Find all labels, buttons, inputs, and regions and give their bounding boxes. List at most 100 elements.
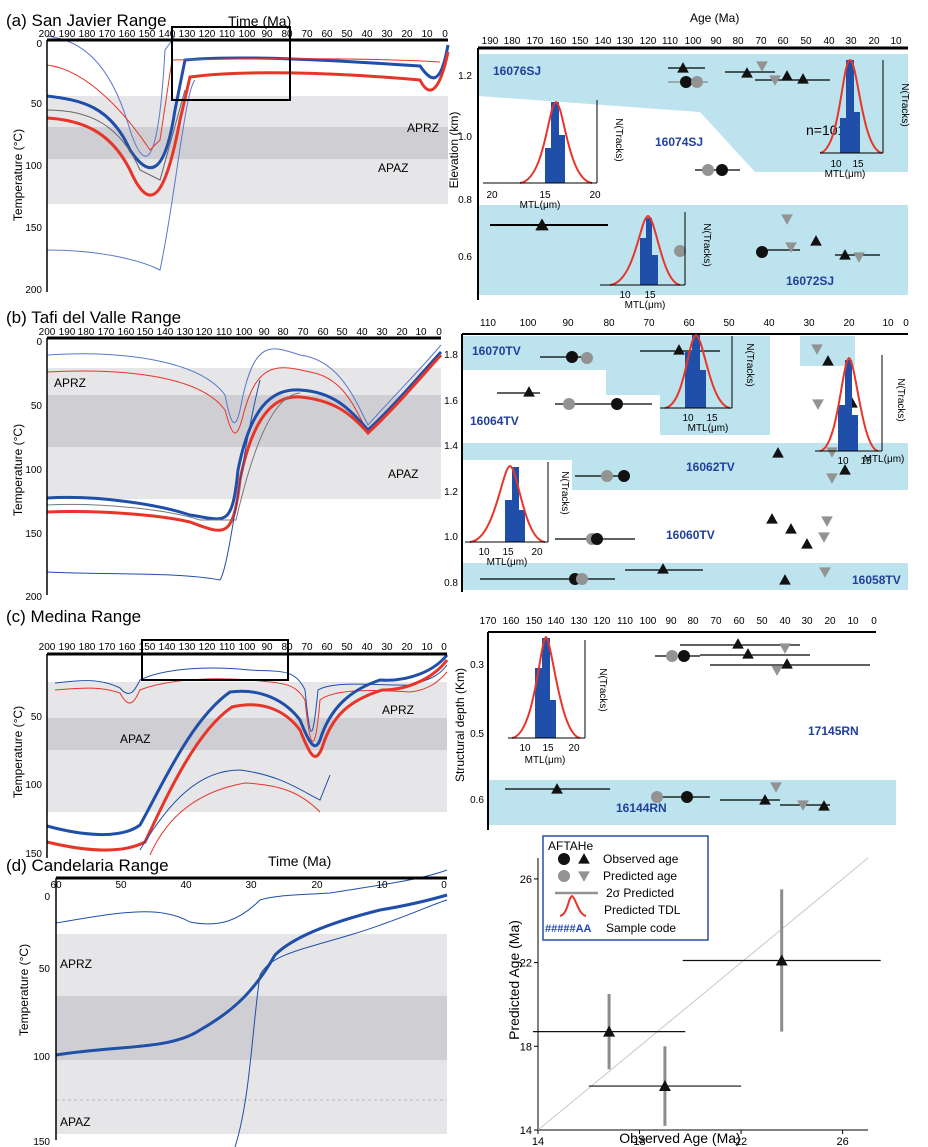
histogram-bar <box>692 335 700 408</box>
xtick: 30 <box>381 642 393 653</box>
histogram-bar <box>846 60 854 153</box>
xtick: 100 <box>239 29 256 40</box>
panel-c-yticks: 50 100 150 <box>25 712 42 860</box>
legend-sample-code-glyph: #####AA <box>545 923 592 935</box>
xtick: 40 <box>779 616 791 627</box>
xtick: 70 <box>643 318 655 329</box>
data-point-triangle <box>603 1025 616 1037</box>
xtick: 190 <box>59 29 76 40</box>
xtick: 170 <box>99 642 116 653</box>
hist-xtick: 10 <box>619 290 631 301</box>
xtick: 130 <box>177 327 194 338</box>
panel-b-path-blue <box>46 350 443 521</box>
age-c-yticks: 0.3 0.5 0.6 <box>470 660 484 806</box>
xtick: 70 <box>710 616 722 627</box>
legend-item: Predicted TDL <box>604 903 681 917</box>
sample-band-16144RN <box>488 780 896 825</box>
panel-d-thermal: (d) Candelaria Range Time (Ma) APRZ APAZ… <box>6 853 448 1147</box>
xtick: 70 <box>297 327 309 338</box>
xtick: 10 <box>847 616 859 627</box>
age-a-yticks: 1.2 1.0 0.8 0.6 <box>458 71 472 263</box>
panel-a-envelope-lower <box>46 79 196 271</box>
observed-aft-marker <box>716 164 728 176</box>
tdl-curve <box>469 464 546 543</box>
xtick: 30 <box>801 616 813 627</box>
predicted-ahe-marker <box>812 399 824 410</box>
ytick: 0.8 <box>458 195 472 206</box>
xtick: 60 <box>50 880 62 891</box>
xtick: 110 <box>216 327 232 338</box>
panel-c-ages: 170 160 150 140 130 120 110 100 90 80 70… <box>453 616 896 830</box>
xtick: 20 <box>401 642 413 653</box>
xtick: 70 <box>755 36 767 47</box>
xtick: 130 <box>571 616 588 627</box>
xtick: 110 <box>480 318 496 329</box>
ytick: 1.8 <box>444 350 458 361</box>
legend-tdl-curve <box>559 894 587 917</box>
xtick: 90 <box>710 36 722 47</box>
ytick: 1.6 <box>444 396 458 407</box>
panel-d-apaz-label: APAZ <box>60 1115 90 1129</box>
y-tick-label: 26 <box>520 874 532 886</box>
histogram-bar <box>840 118 846 153</box>
observed-aft-marker <box>591 533 603 545</box>
sample-code: 16062TV <box>686 460 735 474</box>
panel-b-aprz-label: APRZ <box>54 376 86 390</box>
legend-predicted-aft-marker <box>558 870 570 882</box>
xtick: 130 <box>179 642 196 653</box>
x-tick-label: 26 <box>836 1136 848 1147</box>
ytick: 150 <box>25 529 42 540</box>
ytick: 0.8 <box>444 578 458 589</box>
sample-code: 16144RN <box>616 801 667 815</box>
panel-d-envelope-upper <box>55 869 448 925</box>
xtick: 160 <box>119 29 136 40</box>
panel-d-axis-title: Time (Ma) <box>268 853 331 869</box>
hist-ylabel: N(Tracks) <box>559 471 570 515</box>
panel-a-envelope-red <box>46 58 441 151</box>
legend-observed-aft-marker <box>558 853 570 865</box>
hist-xtick: 20 <box>589 190 601 201</box>
xtick: 30 <box>803 318 815 329</box>
panel-c-envelope-lower-red <box>149 782 321 856</box>
predicted-aft-marker <box>651 791 663 803</box>
xtick: 200 <box>39 29 56 40</box>
xtick: 190 <box>482 36 499 47</box>
ytick: 1.4 <box>444 441 458 452</box>
histogram-bar <box>640 238 646 285</box>
hist-xtick: 15 <box>852 159 864 170</box>
track-count: n=101 <box>806 122 846 138</box>
one-to-one-line <box>537 857 869 1131</box>
panel-c-thermal: (c) Medina Range APRZ APAZ 200 190 180 1… <box>6 607 449 860</box>
predicted-ahe-marker <box>818 532 830 543</box>
scatter-points <box>532 889 881 1126</box>
xtick: 90 <box>261 29 273 40</box>
data-point-triangle <box>658 1080 671 1092</box>
xtick: 120 <box>640 36 657 47</box>
predicted-aft-marker <box>581 352 593 364</box>
y-tick-label: 18 <box>520 1041 532 1053</box>
x-tick-label: 18 <box>633 1136 645 1147</box>
predicted-aft-marker <box>702 164 714 176</box>
scatter-ylabel: Predicted Age (Ma) <box>506 920 522 1040</box>
histogram-16076SJ: 10 15 MTL(μm) N(Tracks) <box>819 58 910 180</box>
panel-a-xticks: 200 190 180 170 160 150 140 130 120 110 … <box>39 29 449 40</box>
xtick: 110 <box>219 29 235 40</box>
xtick: 160 <box>550 36 567 47</box>
xtick: 80 <box>281 642 293 653</box>
xtick: 50 <box>800 36 812 47</box>
xtick: 0 <box>442 29 448 40</box>
scatter-xlabel: Observed Age (Ma) <box>619 1130 740 1146</box>
panel-c-aprz-label: APRZ <box>382 703 414 717</box>
hist-xtick: 10 <box>682 413 694 424</box>
xtick: 60 <box>321 642 333 653</box>
predicted-aft-marker <box>601 470 613 482</box>
histogram-bar <box>542 638 550 738</box>
panel-c-title: (c) Medina Range <box>6 607 141 626</box>
xtick: 30 <box>376 327 388 338</box>
xtick: 30 <box>845 36 857 47</box>
predicted-vs-observed-plot: 14 18 22 26 14 18 22 26 Observed Age (Ma) Pred… <box>506 857 881 1147</box>
hist-ylabel: N(Tracks) <box>899 83 910 127</box>
panel-b-path-red <box>46 353 443 532</box>
y-tick-label: 22 <box>520 958 532 970</box>
xtick: 180 <box>79 29 96 40</box>
